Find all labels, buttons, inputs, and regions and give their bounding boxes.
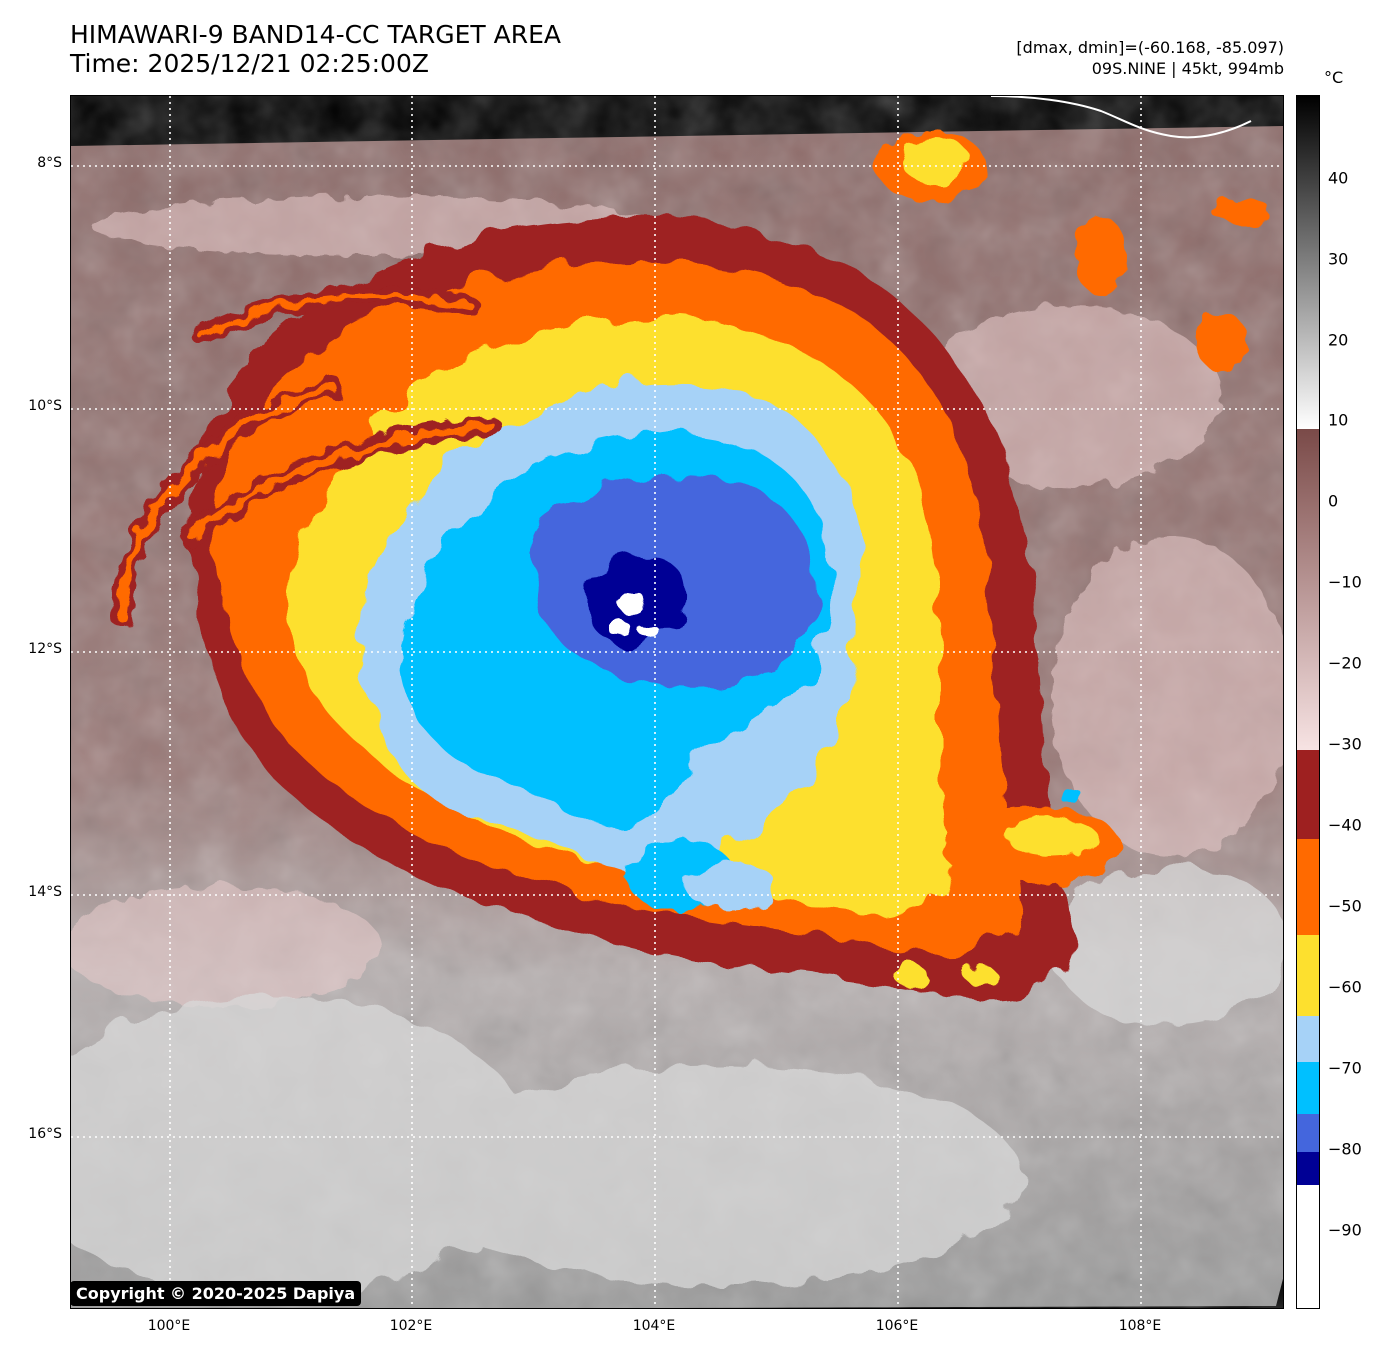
colorbar-label: 40 bbox=[1328, 168, 1349, 188]
lat-label-10s: 10°S bbox=[28, 398, 62, 414]
copyright-label: Copyright © 2020-2025 Dapiya bbox=[70, 1281, 362, 1306]
colorbar-scale bbox=[1297, 96, 1319, 1308]
colorbar-label: 10 bbox=[1328, 410, 1349, 430]
lat-label-8s: 8°S bbox=[37, 155, 62, 171]
lon-label-104e: 104°E bbox=[632, 1318, 676, 1334]
storm-info: [dmax, dmin]=(-60.168, -85.097) 09S.NINE… bbox=[1016, 37, 1284, 79]
colorbar-label: 30 bbox=[1328, 249, 1349, 269]
satellite-imagery bbox=[71, 96, 1283, 1308]
storm-intensity-text: 09S.NINE | 45kt, 994mb bbox=[1091, 59, 1284, 78]
colorbar-unit: °C bbox=[1324, 68, 1344, 87]
colorbar-label: −60 bbox=[1328, 977, 1362, 997]
lat-label-12s: 12°S bbox=[28, 641, 62, 657]
colorbar-label: −80 bbox=[1328, 1139, 1362, 1159]
lon-label-100e: 100°E bbox=[147, 1318, 191, 1334]
lat-label-14s: 14°S bbox=[28, 884, 62, 900]
map-title: HIMAWARI-9 BAND14-CC TARGET AREA Time: 2… bbox=[70, 20, 561, 78]
temperature-range-text: [dmax, dmin]=(-60.168, -85.097) bbox=[1016, 38, 1284, 57]
lon-label-106e: 106°E bbox=[875, 1318, 919, 1334]
colorbar-label: −30 bbox=[1328, 734, 1362, 754]
colorbar-label: 20 bbox=[1328, 330, 1349, 350]
graticule bbox=[71, 96, 1283, 1308]
colorbar bbox=[1296, 95, 1320, 1309]
lon-label-108e: 108°E bbox=[1118, 1318, 1162, 1334]
title-time: Time: 2025/12/21 02:25:00Z bbox=[70, 49, 429, 78]
colorbar-label: −70 bbox=[1328, 1058, 1362, 1078]
colorbar-label: −40 bbox=[1328, 815, 1362, 835]
title-product: HIMAWARI-9 BAND14-CC TARGET AREA bbox=[70, 20, 562, 49]
colorbar-label: 0 bbox=[1328, 491, 1339, 511]
satellite-map[interactable] bbox=[70, 95, 1284, 1309]
lat-label-16s: 16°S bbox=[28, 1126, 62, 1142]
colorbar-label: −20 bbox=[1328, 653, 1362, 673]
colorbar-label: −90 bbox=[1328, 1220, 1362, 1240]
colorbar-label: −10 bbox=[1328, 572, 1362, 592]
coastline bbox=[990, 96, 1252, 139]
colorbar-label: −50 bbox=[1328, 896, 1362, 916]
lon-label-102e: 102°E bbox=[389, 1318, 433, 1334]
